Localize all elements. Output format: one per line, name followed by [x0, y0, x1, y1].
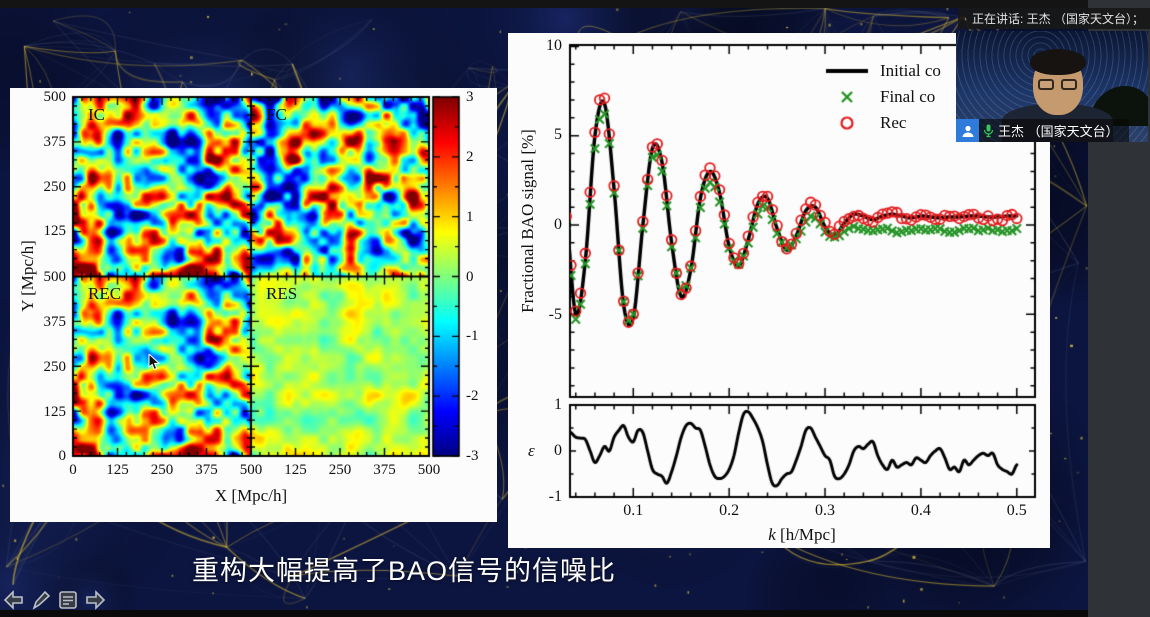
speaking-banner-text: 正在讲话: 王杰 （国家天文台）；: [971, 12, 1144, 26]
participant-icon: [956, 119, 979, 142]
y-axis-label: Y [Mpc/h]: [18, 240, 37, 312]
tick-label: 250: [150, 462, 174, 478]
bottom-strip: [0, 610, 1088, 617]
tick-label: 0.4: [910, 502, 931, 519]
residual-y-axis-label: ε: [528, 441, 535, 460]
density-slices-figure: IC FC REC RES 500 375 250 125 500 375 250 125 0 …: [10, 88, 497, 522]
participant-hair: [1029, 49, 1086, 76]
tick-label: 125: [43, 223, 67, 239]
participant-face: [1029, 49, 1086, 116]
tick-label: 10: [546, 37, 562, 54]
tick-label: -2: [466, 388, 479, 405]
mic-muted-icon: [964, 17, 967, 21]
speaking-status-banner: 正在讲话: 王杰 （国家天文台）；: [958, 8, 1150, 29]
presentation-controls: [2, 589, 107, 611]
legend-final: Final co: [880, 87, 936, 106]
tick-label: 3: [466, 89, 474, 105]
tick-label: 5: [554, 126, 562, 143]
tick-label: 0.3: [815, 502, 836, 519]
tick-label: 250: [43, 179, 67, 195]
tick-label: 0.1: [623, 502, 644, 519]
legend-initial: Initial co: [880, 61, 941, 80]
legend-rec: Rec: [880, 113, 907, 132]
tick-label: 0.2: [719, 502, 740, 519]
x-label-k: k: [768, 525, 776, 544]
tick-label: -3: [466, 448, 479, 464]
main-y-axis-label: Fractional BAO signal [%]: [518, 129, 537, 313]
tick-label: 1: [466, 208, 474, 225]
tick-label: 500: [43, 269, 67, 285]
tick-label: 375: [43, 314, 67, 330]
tick-label: 375: [195, 462, 218, 478]
tick-label: -1: [466, 328, 479, 345]
x-axis-label: k [h/Mpc]: [768, 525, 836, 545]
tick-label: 250: [328, 462, 352, 478]
participant-name-bar: 王杰 （国家天文台）: [956, 119, 1129, 142]
panel-label-ic: IC: [88, 105, 105, 124]
panel-label-rec: REC: [88, 284, 122, 303]
glasses-left-lens: [1037, 79, 1054, 91]
panel-label-fc: FC: [266, 105, 287, 124]
x-axis-label: X [Mpc/h]: [214, 486, 288, 505]
tick-label: 375: [43, 134, 67, 150]
mic-active-icon: [983, 124, 994, 137]
tick-label: -5: [548, 306, 562, 323]
tick-label: 2: [466, 148, 474, 165]
tick-label: 0: [466, 268, 474, 285]
tick-label: 125: [43, 404, 67, 420]
x-label-units: [h/Mpc]: [775, 525, 836, 544]
panel-label-res: RES: [266, 284, 298, 303]
tick-label: 0.5: [1006, 502, 1027, 519]
tick-label: 500: [43, 89, 67, 105]
tick-label: 500: [417, 462, 441, 478]
slide-menu-button[interactable]: [56, 589, 80, 611]
next-slide-button[interactable]: [83, 589, 107, 611]
tick-label: -1: [548, 488, 562, 505]
tick-label: 125: [284, 462, 307, 478]
tick-label: 1: [554, 396, 562, 413]
mouse-cursor: [148, 354, 161, 371]
top-strip: [0, 0, 1088, 8]
tick-label: 0: [554, 216, 562, 233]
tick-label: 125: [106, 462, 129, 478]
tick-label: 0: [554, 442, 562, 459]
tick-label: 500: [239, 462, 263, 478]
tick-label: 0: [69, 462, 77, 478]
glasses-right-lens: [1060, 79, 1077, 91]
participant-video-tile[interactable]: 王杰 （国家天文台）: [956, 31, 1148, 142]
previous-slide-button[interactable]: [2, 589, 26, 611]
slide-caption: 重构大幅提高了BAO信号的信噪比: [192, 556, 617, 586]
pen-tool-button[interactable]: [29, 589, 53, 611]
tick-label: 250: [43, 359, 67, 375]
tick-label: 0: [58, 448, 67, 464]
participant-name: 王杰 （国家天文台）: [998, 124, 1119, 139]
heatmap-canvas: [10, 88, 497, 522]
tick-label: 375: [373, 462, 396, 478]
